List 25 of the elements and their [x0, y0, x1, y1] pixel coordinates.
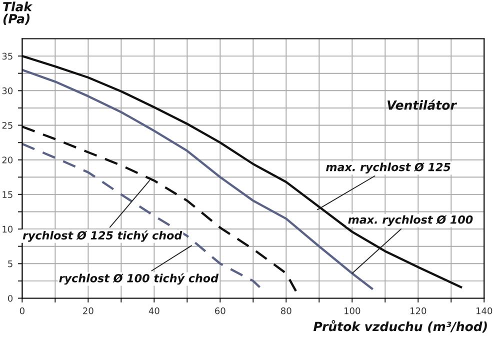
annotation: rychlost Ø 125 tichý chod: [22, 230, 182, 242]
y-tick-label: 30: [2, 87, 13, 94]
x-tick-label: 60: [215, 307, 226, 314]
y-axis-title: Tlak (Pa): [3, 2, 33, 25]
y-tick-label: 5: [8, 260, 12, 268]
y-tick-label: 35: [2, 52, 12, 60]
annotation: max. rychlost Ø 125: [326, 162, 450, 174]
line-series: [22, 126, 298, 292]
annotation: max. rychlost Ø 100: [348, 215, 473, 226]
y-tick-label: 20: [2, 156, 13, 164]
x-tick-label: 20: [83, 307, 94, 314]
x-tick-label: 0: [20, 307, 24, 314]
y-tick-label: 0: [8, 294, 13, 302]
x-axis-title: Průtok vzduchu (m³/hod): [314, 320, 487, 333]
y-tick-label: 25: [2, 122, 12, 129]
text: Ventilátor: [388, 100, 458, 110]
x-tick-label: 100: [344, 307, 360, 314]
x-tick-label: 140: [476, 307, 492, 314]
x-tick-label: 80: [281, 307, 292, 314]
line-series: [22, 142, 261, 288]
annotation: rychlost Ø 100 tichý chod: [59, 273, 219, 285]
y-tick-label: 15: [2, 191, 12, 198]
x-tick-label: 40: [148, 307, 160, 314]
y-tick-label: 10: [2, 226, 13, 233]
x-tick-label: 120: [410, 307, 426, 314]
